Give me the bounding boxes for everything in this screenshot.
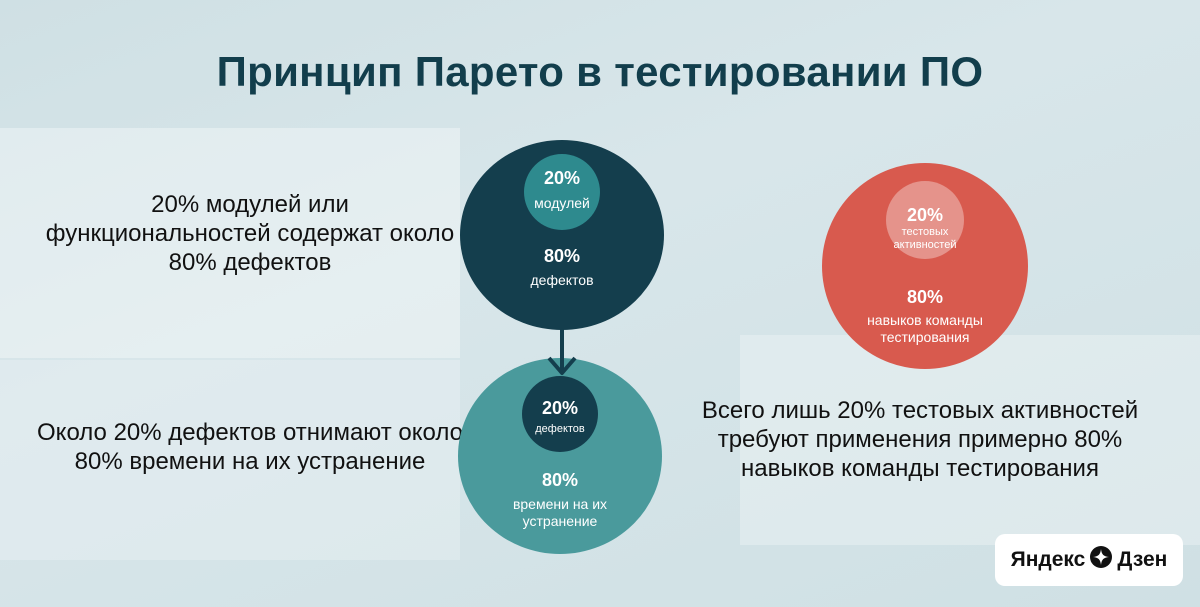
outer-label: дефектов (530, 272, 594, 288)
inner-percent: 20% (541, 398, 579, 418)
outer-percent: 80% (541, 470, 579, 490)
logo-text-left: Яндекс (1010, 548, 1086, 571)
background-band-right (740, 335, 1200, 545)
inner-label: модулей (534, 195, 590, 211)
text-modules-defects: 20% модулей или функциональностей содерж… (45, 191, 455, 276)
text-test-activities: Всего лишь 20% тестовых активностей треб… (701, 397, 1139, 482)
inner-percent: 20% (543, 168, 581, 188)
inner-circle-defects (522, 376, 598, 452)
page-title: Принцип Парето в тестировании ПО (216, 48, 984, 95)
inner-percent: 20% (906, 205, 944, 225)
inner-circle-modules (524, 154, 600, 230)
circle-defects-time: 20% дефектов 80% времени на их устранени… (458, 358, 662, 554)
outer-percent: 80% (543, 246, 581, 266)
circle-modules-defects: 20% модулей 80% дефектов (460, 140, 664, 330)
logo-text-right: Дзен (1117, 548, 1168, 571)
inner-circle-activities (886, 181, 964, 259)
outer-label: времени на их устранение (512, 496, 608, 529)
dzen-star-icon (1090, 546, 1113, 574)
circle-test-activities: 20% тестовых активностей 80% навыков ком… (822, 163, 1028, 369)
inner-label: дефектов (535, 423, 585, 435)
background-band-top (0, 128, 460, 358)
background-band-bottom (0, 360, 460, 560)
outer-label: навыков команды тестирования (867, 312, 983, 345)
yandex-dzen-logo[interactable]: Яндекс Дзен (995, 534, 1183, 586)
inner-label: тестовых активностей (893, 226, 957, 251)
outer-percent: 80% (906, 287, 944, 307)
text-defects-time: Около 20% дефектов отнимают около 80% вр… (37, 419, 463, 475)
